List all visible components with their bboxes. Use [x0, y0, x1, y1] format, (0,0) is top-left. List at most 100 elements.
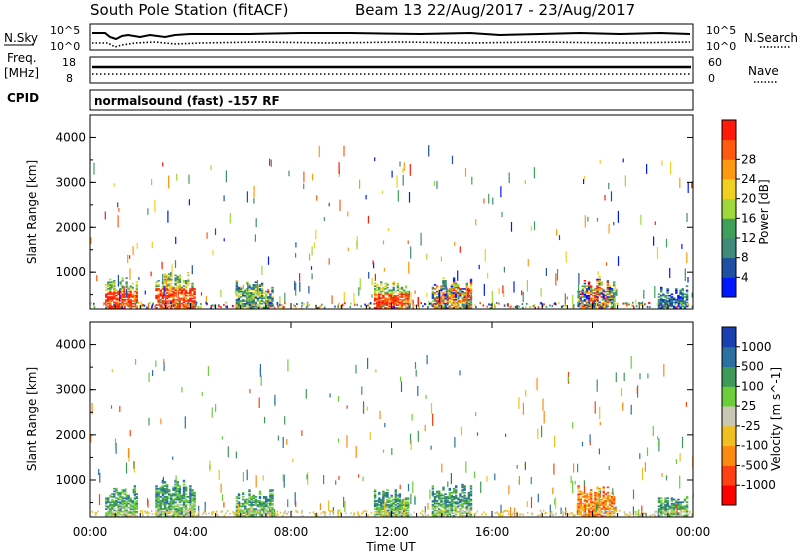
- velocity-echo-cell: [373, 501, 377, 504]
- power-echo-cell: [187, 278, 190, 281]
- power-echo-cell: [610, 302, 614, 305]
- velocity-echo-cell: [590, 494, 593, 497]
- power-echo-cell: [191, 282, 194, 285]
- power-echo-cell: [442, 282, 445, 285]
- power-echo-cell: [253, 185, 255, 197]
- velocity-echo-cell: [660, 509, 663, 512]
- power-echo-cell: [378, 307, 381, 309]
- velocity-echo-cell: [269, 489, 272, 491]
- power-echo-cell: [356, 240, 358, 250]
- power-echo-cell: [613, 284, 616, 286]
- velocity-echo-cell: [242, 510, 245, 513]
- velocity-echo-cell: [585, 513, 589, 516]
- power-echo-cell: [565, 305, 568, 307]
- velocity-echo-cell: [450, 504, 454, 506]
- velocity-echo-cell: [526, 501, 528, 508]
- power-echo-cell: [169, 285, 171, 293]
- velocity-echo-cell: [396, 509, 400, 512]
- velocity-echo-cell: [657, 501, 661, 504]
- power-echo-cell: [675, 289, 678, 292]
- power-echo-cell: [251, 303, 254, 306]
- power-echo-cell: [246, 292, 249, 294]
- velocity-echo-cell: [234, 511, 236, 514]
- power-echo-cell: [356, 303, 358, 306]
- velocity-echo-cell: [178, 508, 181, 510]
- velocity-echo-cell: [594, 508, 597, 510]
- velocity-echo-cell: [398, 505, 402, 508]
- velocity-echo-cell: [170, 508, 173, 510]
- velocity-echo-cell: [392, 509, 395, 512]
- power-echo-cell: [179, 301, 181, 304]
- power-echo-cell: [446, 307, 449, 309]
- velocity-echo-cell: [184, 509, 188, 512]
- velocity-echo-cell: [121, 506, 124, 509]
- velocity-echo-cell: [587, 498, 591, 501]
- power-echo-cell: [318, 306, 320, 309]
- power-echo-cell: [388, 305, 391, 308]
- power-echo-cell: [488, 303, 490, 306]
- velocity-echo-cell: [502, 511, 504, 514]
- velocity-echo-cell: [252, 510, 255, 513]
- velocity-echo-cell: [390, 504, 393, 506]
- velocity-echo-cell: [431, 501, 435, 504]
- velocity-echo-cell: [400, 381, 403, 392]
- power-echo-cell: [172, 305, 175, 308]
- velocity-echo-cell: [414, 362, 417, 369]
- velocity-echo-cell: [119, 491, 122, 494]
- velocity-echo-cell: [388, 504, 391, 506]
- velocity-echo-cell: [155, 493, 158, 495]
- power-echo-cell: [646, 305, 649, 308]
- power-echo-cell: [581, 293, 584, 296]
- power-echo-cell: [660, 289, 663, 292]
- velocity-echo-cell: [378, 510, 381, 513]
- power-echo-cell: [193, 307, 196, 309]
- velocity-echo-cell: [117, 510, 120, 513]
- power-echo-cell: [382, 305, 385, 308]
- power-echo-cell: [378, 289, 381, 292]
- velocity-echo-cell: [670, 513, 674, 516]
- velocity-echo-cell: [422, 514, 425, 517]
- power-echo-cell: [115, 297, 118, 300]
- power-echo-cell: [258, 305, 261, 308]
- power-echo-cell: [176, 281, 179, 283]
- velocity-echo-cell: [585, 508, 589, 510]
- velocity-echo-cell: [444, 500, 447, 502]
- power-echo-cell: [556, 229, 558, 236]
- velocity-echo-cell: [450, 497, 454, 500]
- power-echo-cell: [402, 289, 406, 292]
- velocity-echo-cell: [654, 514, 657, 517]
- velocity-echo-cell: [148, 372, 150, 382]
- velocity-echo-cell: [382, 496, 385, 498]
- power-echo-cell: [270, 159, 272, 167]
- power-echo-cell: [382, 297, 385, 300]
- velocity-colorbar-label: Velocity [m s^-1]: [769, 367, 783, 471]
- velocity-echo-cell: [448, 501, 451, 504]
- velocity-echo-cell: [121, 490, 124, 493]
- power-echo-cell: [261, 265, 263, 275]
- velocity-echo-cell: [115, 487, 118, 490]
- power-echo-cell: [513, 281, 515, 293]
- power-echo-cell: [382, 301, 385, 304]
- velocity-echo-cell: [442, 489, 445, 491]
- power-echo-cell: [522, 306, 524, 309]
- power-echo-cell: [461, 290, 464, 293]
- velocity-echo-cell: [250, 513, 253, 516]
- velocity-echo-cell: [465, 461, 467, 473]
- velocity-echo-cell: [537, 514, 539, 517]
- velocity-echo-cell: [604, 501, 607, 504]
- velocity-echo-cell: [250, 497, 253, 500]
- velocity-echo-cell: [159, 508, 162, 510]
- velocity-echo-cell: [577, 505, 580, 508]
- power-echo-cell: [168, 293, 171, 296]
- velocity-echo-cell: [398, 493, 402, 495]
- velocity-echo-cell: [604, 502, 607, 505]
- velocity-echo-cell: [378, 500, 381, 502]
- velocity-echo-cell: [675, 513, 678, 516]
- velocity-echo-cell: [461, 483, 464, 486]
- velocity-echo-cell: [435, 500, 439, 502]
- power-echo-cell: [431, 292, 435, 294]
- power-echo-cell: [155, 289, 158, 292]
- velocity-echo-cell: [111, 514, 114, 517]
- velocity-echo-cell: [276, 510, 279, 513]
- velocity-echo-cell: [400, 506, 404, 509]
